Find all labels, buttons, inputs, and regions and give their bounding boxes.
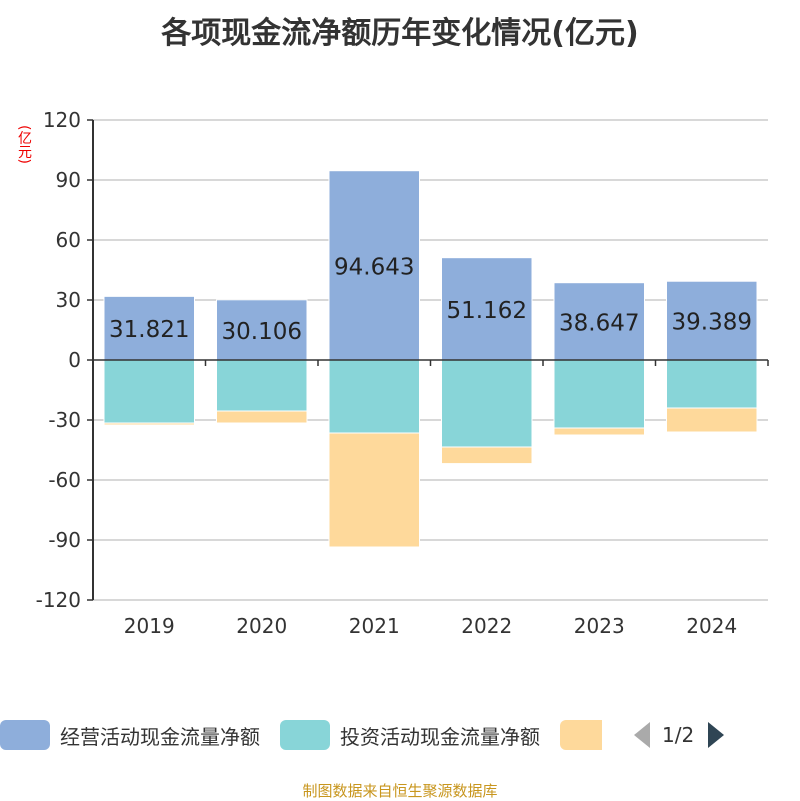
x-tick-label: 2023 [574,614,625,638]
y-tick-label: 30 [56,288,81,312]
x-tick-label: 2021 [349,614,400,638]
data-label: 31.821 [109,317,189,343]
data-label: 30.106 [222,319,302,345]
data-label: 38.647 [559,310,639,336]
bar-2019-series-1 [103,359,195,424]
bar-2024-series-1 [666,359,758,409]
y-tick-label: 120 [43,108,81,132]
bar-2020-series-1 [216,359,308,412]
legend-swatch [560,720,602,750]
source-note: 制图数据来自恒生聚源数据库 [302,782,498,800]
bar-2020-series-0 [216,299,308,361]
bar-2022-series-1 [441,359,533,448]
y-axis-unit: (亿元) [16,125,32,164]
data-label: 94.643 [334,254,414,280]
bar-2020-series-2 [216,410,308,424]
legend-label: 经营活动现金流量净额 [60,724,260,749]
y-tick-label: -90 [48,528,81,552]
bar-2023-series-1 [553,359,645,429]
bar-2019-series-2 [103,422,195,426]
legend-prev-icon[interactable] [632,720,652,750]
bar-2021-series-1 [328,359,420,434]
y-tick-label: -30 [48,408,81,432]
chart-title: 各项现金流净额历年变化情况(亿元) [161,16,639,51]
legend-item-third[interactable] [560,720,612,750]
legend-item-operating[interactable]: 经营活动现金流量净额 [0,720,260,750]
y-tick-label: 90 [56,168,81,192]
data-label: 51.162 [447,298,527,324]
bar-2024-series-2 [666,407,758,433]
legend-item-investing[interactable]: 投资活动现金流量净额 [280,720,540,750]
y-tick-label: 60 [56,228,81,252]
x-tick-label: 2024 [686,614,737,638]
data-label: 39.389 [672,310,752,336]
x-tick-label: 2019 [124,614,175,638]
bar-2023-series-2 [553,427,645,436]
legend-page: 1/2 [662,723,695,747]
legend: 经营活动现金流量净额 投资活动现金流量净额 1/2 [0,718,726,752]
y-tick-label: -60 [48,468,81,492]
x-tick-label: 2020 [236,614,287,638]
bar-2022-series-0 [441,257,533,361]
legend-swatch [280,720,330,750]
legend-swatch [0,720,50,750]
x-tick-label: 2022 [461,614,512,638]
y-tick-label: 0 [68,348,81,372]
bar-2021-series-0 [328,170,420,361]
bar-2024-series-0 [666,280,758,361]
bar-2022-series-2 [441,446,533,465]
legend-label: 投资活动现金流量净额 [340,724,540,749]
bar-2023-series-0 [553,282,645,361]
legend-next-icon[interactable] [706,720,726,750]
chart-area: 120 90 60 30 0 -30 -60 -90 -120 31.821 2019 30.106 2… [36,108,769,638]
bar-2021-series-2 [328,432,420,548]
y-tick-label: -120 [36,588,81,612]
bar-2019-series-0 [103,295,195,361]
